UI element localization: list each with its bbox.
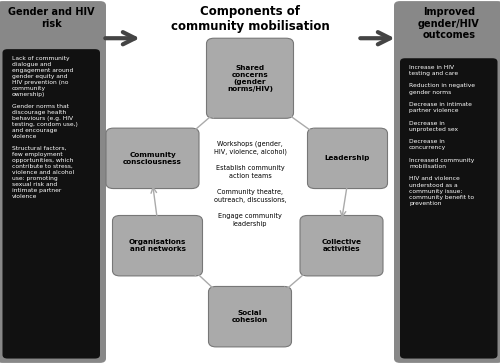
FancyBboxPatch shape (2, 49, 100, 359)
FancyBboxPatch shape (394, 1, 500, 363)
Text: Community
consciousness: Community consciousness (123, 152, 182, 165)
Text: Social
cohesion: Social cohesion (232, 310, 268, 323)
Text: Increase in HIV
testing and care

Reduction in negative
gender norms

Decrease i: Increase in HIV testing and care Reducti… (409, 65, 475, 206)
Text: Shared
concerns
(gender
norms/HIV): Shared concerns (gender norms/HIV) (227, 65, 273, 92)
FancyBboxPatch shape (208, 286, 292, 347)
FancyBboxPatch shape (308, 128, 388, 189)
FancyBboxPatch shape (106, 128, 199, 189)
FancyBboxPatch shape (400, 58, 498, 359)
Text: Organisations
and networks: Organisations and networks (129, 239, 186, 252)
Text: Improved
gender/HIV
outcomes: Improved gender/HIV outcomes (418, 7, 480, 40)
Text: Components of
community mobilisation: Components of community mobilisation (170, 5, 330, 33)
Text: Collective
activities: Collective activities (322, 239, 362, 252)
FancyBboxPatch shape (112, 215, 202, 276)
FancyBboxPatch shape (0, 1, 106, 363)
Text: Workshops (gender,
HIV, violence, alcohol)

Establish community
action teams

Co: Workshops (gender, HIV, violence, alcoho… (214, 140, 286, 227)
Text: Gender and HIV
risk: Gender and HIV risk (8, 7, 94, 29)
Text: Leadership: Leadership (325, 155, 370, 161)
Text: Lack of community
dialogue and
engagement around
gender equity and
HIV preventio: Lack of community dialogue and engagemen… (12, 56, 78, 199)
FancyBboxPatch shape (300, 215, 383, 276)
FancyBboxPatch shape (206, 38, 294, 118)
